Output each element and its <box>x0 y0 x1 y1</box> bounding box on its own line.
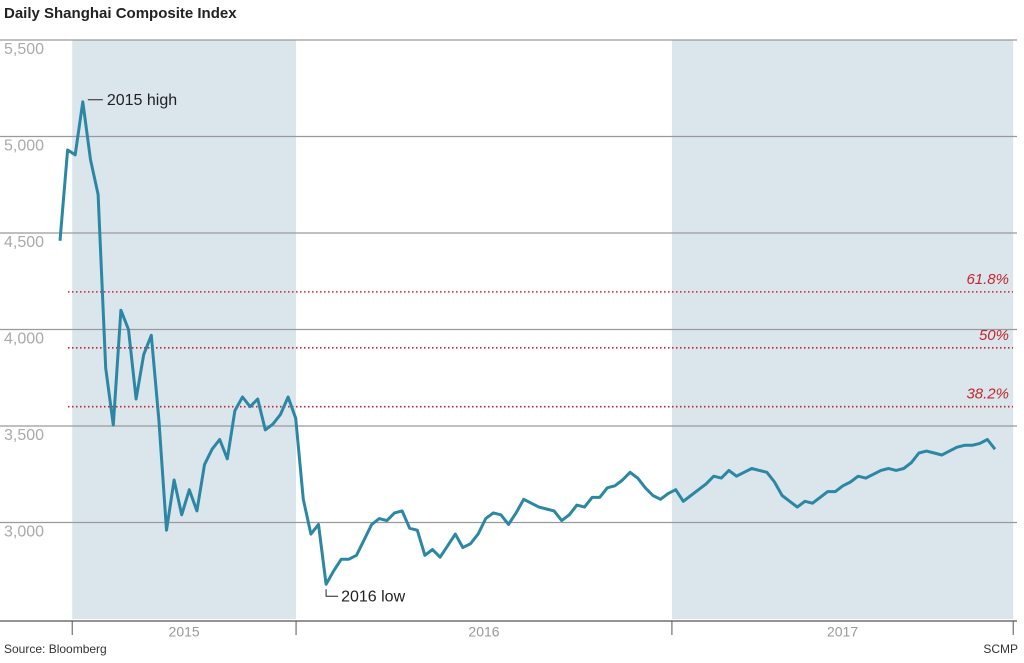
chart-title: Daily Shanghai Composite Index <box>4 5 237 22</box>
series-line <box>58 100 997 586</box>
annotation-leader <box>325 589 339 597</box>
reference-label: 38.2% <box>966 386 1009 403</box>
credit: SCMP <box>983 642 1018 656</box>
x-period-label: 2017 <box>827 624 858 640</box>
y-tick-label: 4,000 <box>4 331 44 348</box>
y-tick-label: 5,500 <box>4 41 44 58</box>
y-tick-label: 5,000 <box>4 138 44 155</box>
x-period-label: 2015 <box>169 624 200 640</box>
x-period-label: 2016 <box>468 624 499 640</box>
y-tick-label: 3,500 <box>4 427 44 444</box>
reference-label: 50% <box>979 327 1009 344</box>
reference-label: 61.8% <box>966 271 1009 288</box>
y-tick-label: 3,000 <box>4 524 44 541</box>
source: Source: Bloomberg <box>4 642 107 656</box>
plot-layer: 2015 2016 2017 3,000 3,500 4,000 4,500 5,000 5,5… <box>0 39 1017 640</box>
annotation: 2016 low <box>341 588 405 605</box>
y-tick-label: 4,500 <box>4 234 44 251</box>
annotation: 2015 high <box>107 92 177 109</box>
